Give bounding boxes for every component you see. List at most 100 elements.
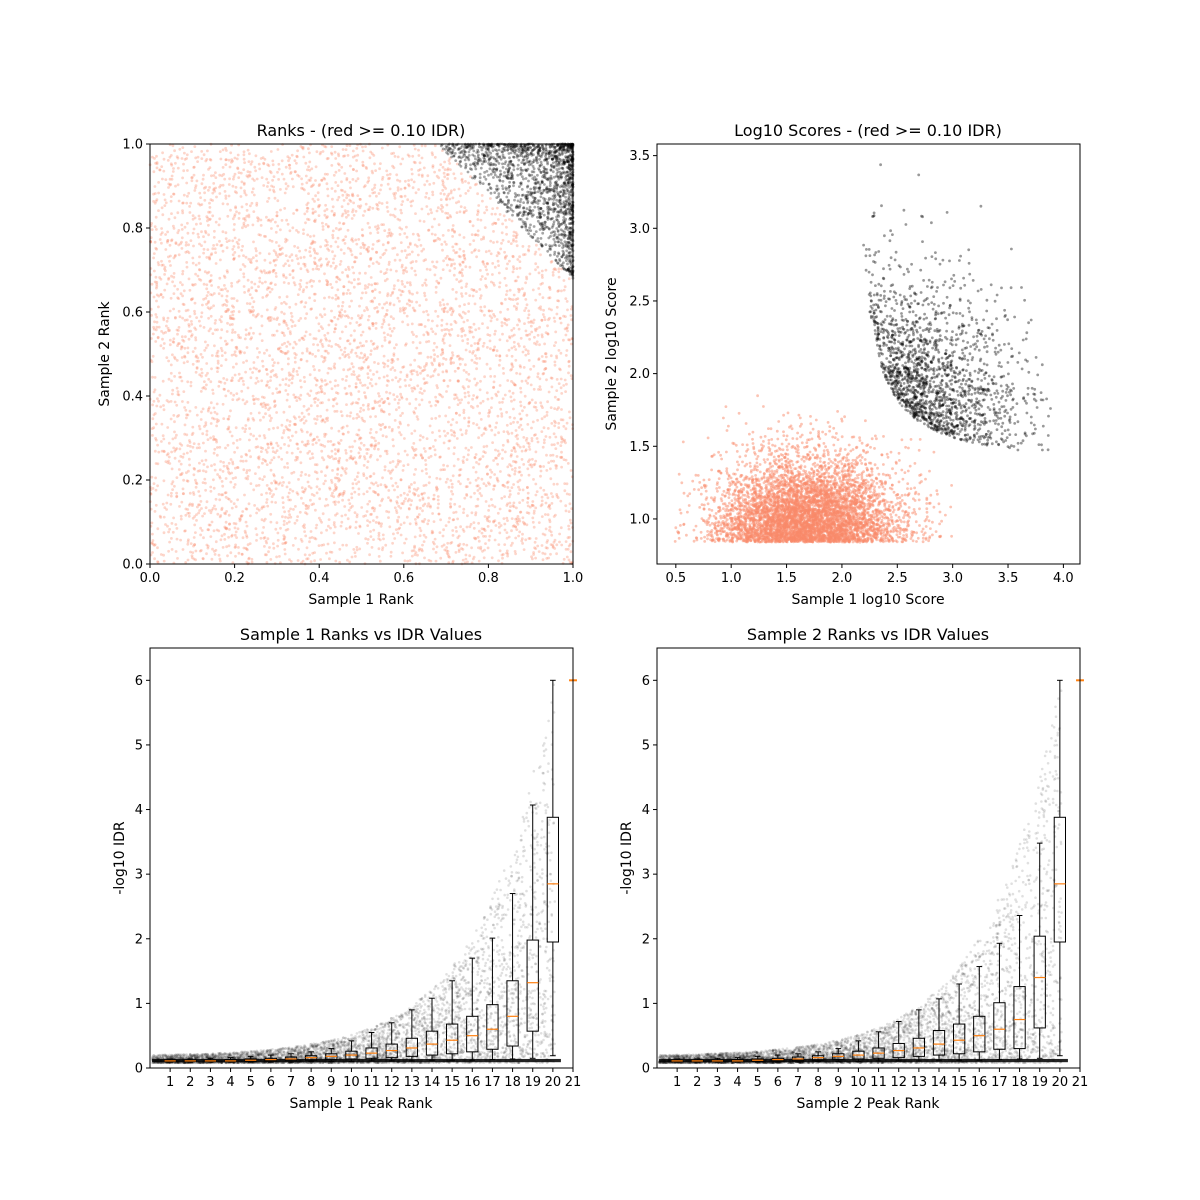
ranks-point-fail xyxy=(225,330,229,333)
ranks-point-fail xyxy=(358,282,362,285)
ranks-point-fail xyxy=(565,382,568,386)
ranks-point-fail xyxy=(173,149,177,153)
ranks-point-fail xyxy=(281,501,285,504)
ranks-point-fail xyxy=(168,309,172,313)
ranks-point-fail xyxy=(168,343,172,347)
ranks-point-fail xyxy=(307,192,310,196)
ranks-point-fail xyxy=(497,559,500,563)
ranks-point-fail xyxy=(494,329,497,333)
ranks-point-fail xyxy=(545,453,548,457)
ranks-point-fail xyxy=(341,491,345,495)
ranks-point-fail xyxy=(370,481,373,485)
ranks-point-fail xyxy=(260,314,264,318)
ranks-point-fail xyxy=(533,252,537,256)
ranks-point-fail xyxy=(370,169,374,173)
ranks-point-fail xyxy=(471,294,475,298)
ranks-point-fail xyxy=(379,162,382,166)
ranks-point-fail xyxy=(488,425,492,428)
ranks-point-fail xyxy=(448,502,452,506)
ranks-point-fail xyxy=(171,353,174,357)
ranks-point-fail xyxy=(268,354,271,357)
ranks-point-fail xyxy=(569,469,573,472)
ranks-point-fail xyxy=(455,201,458,205)
ranks-point-fail xyxy=(351,265,354,269)
ranks-point-fail xyxy=(545,469,549,472)
ranks-point-fail xyxy=(216,473,220,476)
ranks-point-fail xyxy=(512,340,516,344)
ranks-point-fail xyxy=(301,351,304,355)
ranks-point-fail xyxy=(424,363,428,367)
ranks-point-fail xyxy=(486,472,489,476)
ranks-point-fail xyxy=(273,196,277,200)
ranks-point-fail xyxy=(153,225,157,229)
ranks-point-fail xyxy=(274,263,277,267)
ranks-point-fail xyxy=(171,480,175,484)
ranks-point-fail xyxy=(388,172,392,176)
ranks-point-fail xyxy=(344,467,348,470)
ranks-point-fail xyxy=(250,201,254,205)
ranks-point-fail xyxy=(274,501,277,504)
ranks-point-fail xyxy=(302,404,306,408)
ranks-point-fail xyxy=(250,560,254,564)
ranks-point-fail xyxy=(540,430,544,433)
ranks-point-fail xyxy=(202,441,205,445)
ranks-point-fail xyxy=(410,483,413,486)
ranks-point-fail xyxy=(212,550,216,553)
ranks-point-fail xyxy=(293,340,297,344)
ranks-point-fail xyxy=(461,310,465,314)
ranks-point-fail xyxy=(296,492,300,496)
ranks-point-fail xyxy=(502,372,505,375)
ranks-point-fail xyxy=(374,282,377,286)
ranks-point-fail xyxy=(374,439,377,443)
ranks-point-fail xyxy=(182,390,186,393)
ranks-point-fail xyxy=(189,239,193,243)
ranks-point-fail xyxy=(204,506,208,510)
ranks-point-fail xyxy=(520,473,523,477)
ranks-point-fail xyxy=(543,438,546,442)
ranks-point-fail xyxy=(564,540,568,543)
ranks-point-fail xyxy=(482,432,486,435)
ranks-point-fail xyxy=(368,327,372,331)
ranks-point-fail xyxy=(259,157,263,160)
ranks-point-fail xyxy=(208,186,212,189)
ranks-point-fail xyxy=(300,182,304,186)
ranks-point-fail xyxy=(480,238,483,241)
ranks-point-fail xyxy=(235,536,239,539)
ranks-point-fail xyxy=(197,277,201,281)
ranks-point-fail xyxy=(321,228,325,231)
ranks-point-fail xyxy=(512,333,516,337)
ranks-point-fail xyxy=(252,313,255,317)
ranks-point-fail xyxy=(459,279,463,283)
ranks-point-fail xyxy=(406,423,410,427)
ranks-point-fail xyxy=(248,174,252,178)
ranks-point-fail xyxy=(227,461,231,465)
ranks-point-fail xyxy=(223,525,227,529)
ranks-point-fail xyxy=(534,459,538,463)
ranks-point-fail xyxy=(381,476,384,480)
ranks-point-fail xyxy=(243,351,246,355)
ranks-point-fail xyxy=(239,171,243,175)
ranks-point-fail xyxy=(395,511,399,514)
ranks-point-fail xyxy=(300,440,304,444)
ranks-point-fail xyxy=(498,354,502,358)
ranks-point-fail xyxy=(194,558,198,562)
ranks-point-fail xyxy=(458,233,462,237)
ranks-point-fail xyxy=(453,434,456,438)
ranks-point-fail xyxy=(207,406,211,410)
ranks-point-fail xyxy=(509,454,513,458)
ranks-point-fail xyxy=(224,237,228,241)
ranks-point-fail xyxy=(197,490,201,493)
ranks-point-fail xyxy=(169,195,173,199)
ranks-point-fail xyxy=(565,421,569,425)
ranks-point-fail xyxy=(152,327,156,331)
ranks-point-fail xyxy=(536,333,540,337)
ranks-point-fail xyxy=(344,235,348,239)
ranks-point-fail xyxy=(263,234,266,238)
ranks-point-fail xyxy=(557,275,561,279)
ranks-point-fail xyxy=(448,269,452,273)
ranks-point-fail xyxy=(152,295,156,299)
ranks-point-fail xyxy=(328,339,331,343)
ranks-point-fail xyxy=(272,317,276,321)
ranks-point-fail xyxy=(453,262,456,266)
ranks-point-fail xyxy=(279,188,282,191)
